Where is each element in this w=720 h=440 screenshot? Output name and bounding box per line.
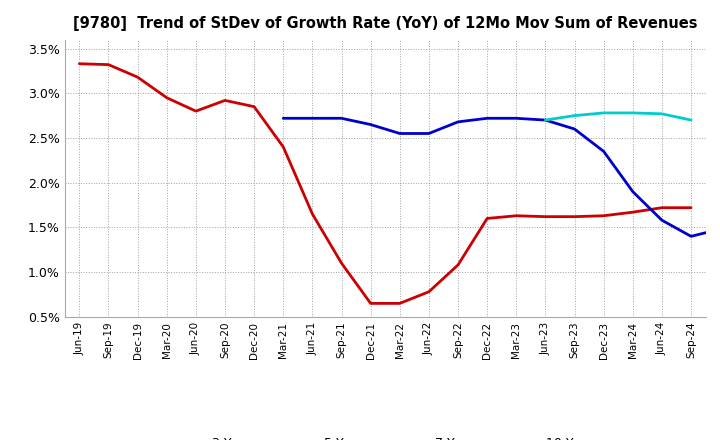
5 Years — [629, 189, 637, 194]
3 Years — [454, 262, 462, 268]
3 Years — [133, 74, 142, 80]
3 Years — [250, 104, 258, 109]
5 Years — [687, 234, 696, 239]
Title: [9780]  Trend of StDev of Growth Rate (YoY) of 12Mo Mov Sum of Revenues: [9780] Trend of StDev of Growth Rate (Yo… — [73, 16, 698, 32]
5 Years — [599, 149, 608, 154]
5 Years — [337, 116, 346, 121]
5 Years — [366, 122, 375, 127]
7 Years — [541, 117, 550, 123]
3 Years — [220, 98, 229, 103]
5 Years — [512, 116, 521, 121]
5 Years — [308, 116, 317, 121]
3 Years — [541, 214, 550, 219]
3 Years — [425, 289, 433, 294]
Line: 7 Years: 7 Years — [546, 113, 691, 120]
5 Years — [657, 218, 666, 223]
7 Years — [570, 113, 579, 118]
3 Years — [599, 213, 608, 218]
3 Years — [629, 209, 637, 215]
5 Years — [570, 126, 579, 132]
5 Years — [483, 116, 492, 121]
7 Years — [687, 117, 696, 123]
7 Years — [657, 111, 666, 117]
Line: 3 Years: 3 Years — [79, 64, 691, 304]
3 Years — [366, 301, 375, 306]
3 Years — [279, 144, 287, 150]
3 Years — [687, 205, 696, 210]
7 Years — [599, 110, 608, 116]
3 Years — [192, 109, 200, 114]
3 Years — [308, 211, 317, 216]
5 Years — [541, 117, 550, 123]
3 Years — [104, 62, 113, 67]
3 Years — [570, 214, 579, 219]
3 Years — [657, 205, 666, 210]
5 Years — [279, 116, 287, 121]
5 Years — [395, 131, 404, 136]
Line: 5 Years: 5 Years — [283, 118, 720, 236]
3 Years — [395, 301, 404, 306]
Legend: 3 Years, 5 Years, 7 Years, 10 Years: 3 Years, 5 Years, 7 Years, 10 Years — [166, 432, 604, 440]
7 Years — [629, 110, 637, 116]
5 Years — [716, 227, 720, 232]
3 Years — [163, 95, 171, 100]
3 Years — [512, 213, 521, 218]
3 Years — [75, 61, 84, 66]
3 Years — [483, 216, 492, 221]
5 Years — [454, 119, 462, 125]
3 Years — [337, 260, 346, 266]
5 Years — [425, 131, 433, 136]
